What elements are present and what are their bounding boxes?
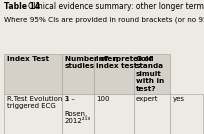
Text: Index Test: Index Test — [7, 56, 49, 62]
Text: expert: expert — [136, 96, 159, 102]
Bar — [170, 94, 203, 134]
Bar — [134, 54, 170, 94]
Text: Table 14: Table 14 — [4, 2, 40, 11]
Bar — [62, 94, 94, 134]
Text: Interpreter of
index test: Interpreter of index test — [96, 56, 153, 69]
Bar — [134, 94, 170, 134]
Text: yes: yes — [173, 96, 185, 102]
Bar — [4, 94, 62, 134]
Bar — [94, 54, 134, 94]
Bar — [94, 94, 134, 134]
Bar — [4, 54, 62, 94]
Text: Clinical evidence summary: other longer term dev: Clinical evidence summary: other longer … — [21, 2, 204, 11]
Text: Number of  n
studies: Number of n studies — [65, 56, 118, 69]
Text: 1

Rosen,
2012²¹³: 1 Rosen, 2012²¹³ — [65, 96, 91, 124]
Bar — [62, 54, 94, 94]
Text: Gold
standa
simult
with in
test?: Gold standa simult with in test? — [136, 56, 164, 92]
Text: 100: 100 — [96, 96, 110, 102]
Text: Where 95% CIs are provided in round brackets (or no 95% CIs are giv: Where 95% CIs are provided in round brac… — [4, 16, 204, 23]
Text: R.Test Evolution 3 –
triggered ECG: R.Test Evolution 3 – triggered ECG — [7, 96, 74, 109]
